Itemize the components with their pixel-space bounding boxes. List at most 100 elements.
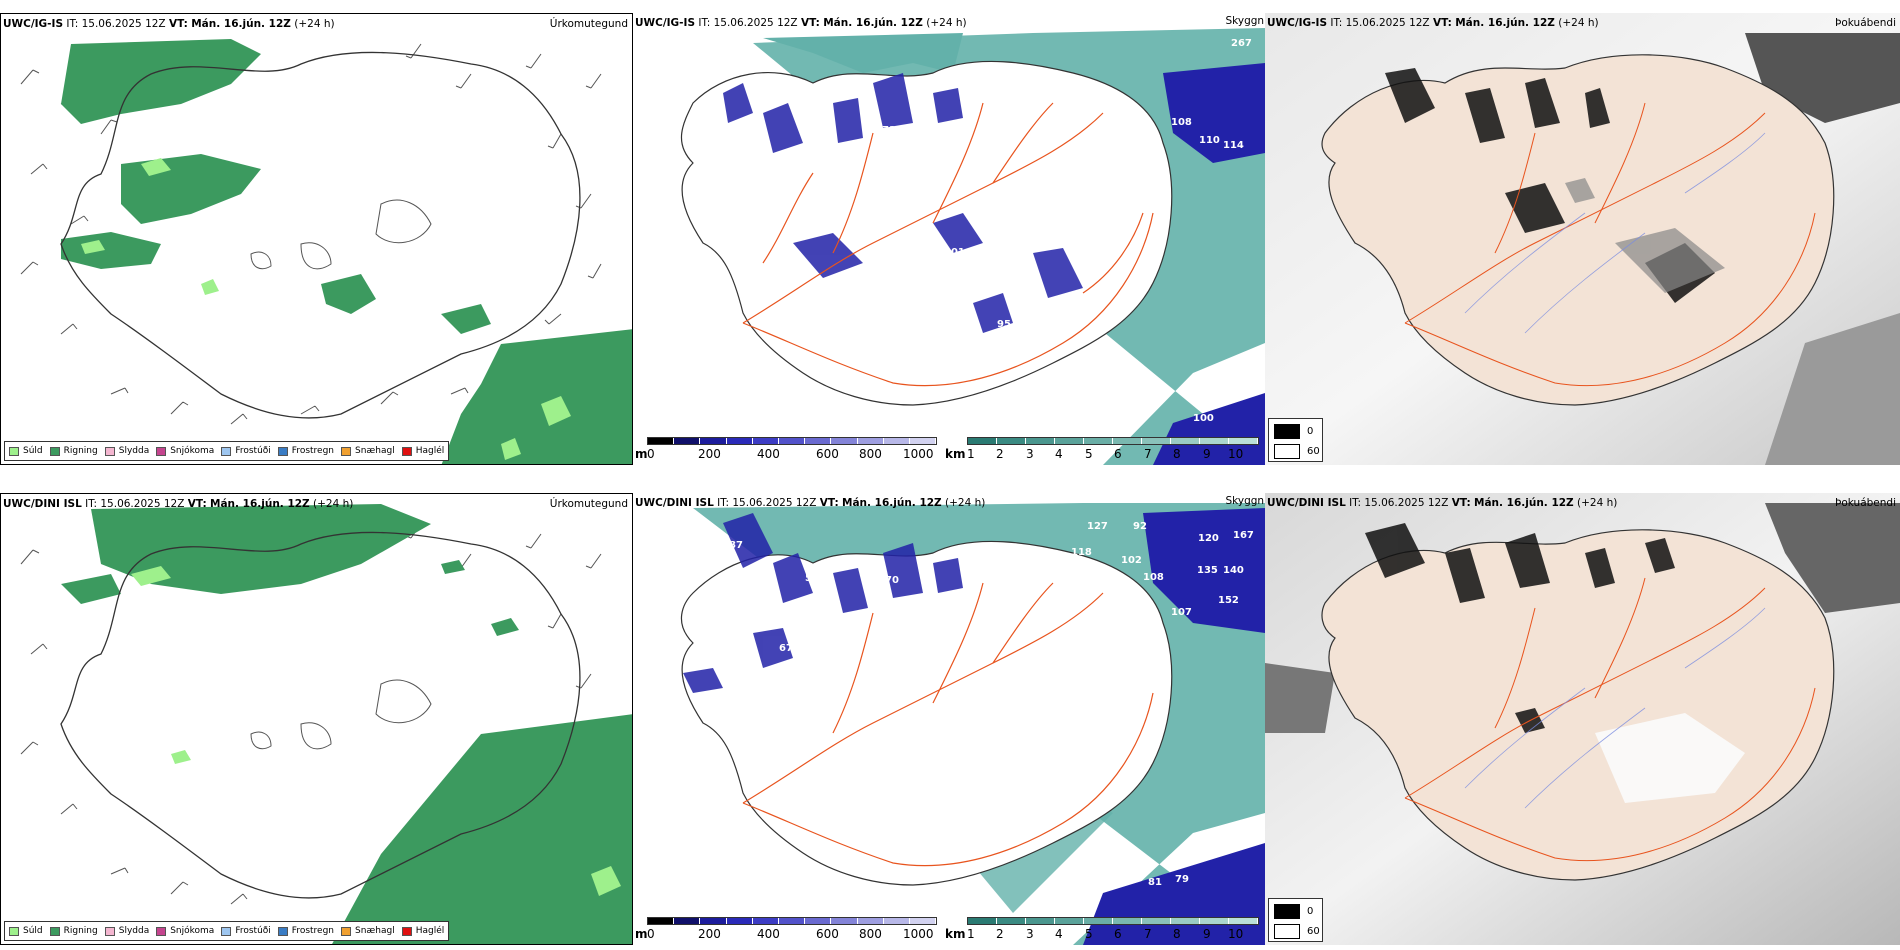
valid-time: Mán. 16.jún. 12Z [823, 17, 923, 29]
header-top-fog: UWC/IG-IS IT: 15.06.2025 12Z VT: Mán. 16… [1267, 17, 1599, 30]
vis-label: 69 [770, 163, 784, 174]
model-name: UWC/IG-IS [3, 18, 64, 30]
colorbar-tick: 5 [1085, 447, 1093, 461]
vis-label: 45 [842, 270, 856, 281]
lead-time: (+24 h) [1558, 17, 1599, 29]
legend-label: Haglél [415, 926, 445, 936]
colorbar-km-unit: km [945, 927, 966, 941]
colorbar-tick: 8 [1173, 927, 1181, 941]
lead-time: (+24 h) [294, 18, 335, 30]
vis-label: 72 [814, 625, 828, 636]
vis-label: 60 [763, 233, 777, 244]
vis-label: 87 [1096, 291, 1110, 302]
low-visibility-area [1163, 63, 1265, 163]
precip-panel-top: UWC/IG-IS IT: 15.06.2025 12Z VT: Mán. 16… [0, 13, 633, 465]
precip-panel-bottom: UWC/DINI ISL IT: 15.06.2025 12Z VT: Mán.… [0, 493, 633, 945]
legend-label: Snæhagl [355, 446, 395, 456]
vis-label: 107 [1171, 607, 1192, 618]
header-top-visibility: UWC/IG-IS IT: 15.06.2025 12Z VT: Mán. 16… [635, 17, 967, 30]
fog-patches [1365, 523, 1675, 733]
vis-label: 95 [997, 319, 1011, 330]
vis-label: 267 [1231, 38, 1252, 49]
vis-label: 79 [1175, 874, 1189, 885]
vis-label: 92 [1133, 521, 1147, 532]
colorbar-tick: 400 [757, 447, 780, 461]
vis-label: 81 [1148, 877, 1162, 888]
valid-time: Mán. 16.jún. 12Z [191, 18, 291, 30]
fog-map [1265, 493, 1900, 945]
low-visibility-patches [723, 73, 1083, 333]
colorbar-tick: 1 [967, 927, 975, 941]
init-time: 15.06.2025 12Z [81, 18, 166, 30]
fog-dark-area [1765, 503, 1900, 613]
colorbar-tick: 200 [698, 447, 721, 461]
valid-label: VT: [800, 17, 820, 29]
header-bottom-precip: UWC/DINI ISL IT: 15.06.2025 12Z VT: Mán.… [3, 498, 353, 511]
panel-title-visibility: Skyggni [1225, 495, 1266, 507]
fog-panel-bottom: UWC/DINI ISL IT: 15.06.2025 12Z VT: Mán.… [1265, 493, 1900, 945]
fog-legend-swatch [1274, 424, 1300, 439]
model-name: UWC/DINI ISL [635, 497, 714, 509]
coastline [60, 51, 581, 419]
vis-label: 70 [885, 575, 899, 586]
header-top-precip: UWC/IG-IS IT: 15.06.2025 12Z VT: Mán. 16… [3, 18, 335, 31]
vis-label: 101 [944, 247, 965, 258]
colorbar-tick: 1 [967, 447, 975, 461]
init-time: 15.06.2025 12Z [732, 497, 817, 509]
legend-item: Snjókoma [156, 926, 214, 936]
panel-title-precip: Úrkomutegund [549, 18, 628, 30]
legend-swatch [49, 926, 60, 936]
lead-time: (+24 h) [926, 17, 967, 29]
header-bottom-visibility: UWC/DINI ISL IT: 15.06.2025 12Z VT: Mán.… [635, 497, 985, 510]
legend-item: Haglél [401, 446, 444, 456]
colorbar-meters-swatches [647, 917, 937, 925]
colorbar-tick: 7 [1144, 447, 1152, 461]
legend-label: Súld [23, 446, 43, 456]
colorbar-tick: 600 [816, 927, 839, 941]
colorbar-tick: 0 [647, 927, 655, 941]
valid-time: Mán. 16.jún. 12Z [1455, 17, 1555, 29]
legend-label: Rigning [63, 926, 98, 936]
header-bottom-fog: UWC/DINI ISL IT: 15.06.2025 12Z VT: Mán.… [1267, 497, 1617, 510]
colorbar-meters: m 0 200 400 600 800 1000 [635, 437, 940, 463]
legend-label: Slydda [118, 446, 150, 456]
legend-item: Súld [9, 446, 43, 456]
init-label: IT: [1330, 17, 1343, 29]
colorbar-tick: 3 [1026, 447, 1034, 461]
rain-areas [61, 39, 632, 464]
colorbar-tick: 400 [757, 927, 780, 941]
precip-legend: Súld Rigning Slydda Snjókoma Frostúði Fr… [4, 921, 450, 941]
land-background [680, 540, 1173, 886]
colorbar-tick: 800 [859, 927, 882, 941]
coastline [60, 531, 581, 899]
legend-swatch [341, 446, 352, 456]
lead-time: (+24 h) [945, 497, 986, 509]
road-network [1404, 577, 1816, 862]
model-name: UWC/DINI ISL [3, 498, 82, 510]
legend-label: Slydda [118, 926, 150, 936]
valid-time: Mán. 16.jún. 12Z [210, 498, 310, 510]
fog-white-patches [1595, 713, 1745, 803]
visibility-map: 267 108 110 114 100 62 73 54 69 58 103 6… [633, 13, 1265, 465]
valid-label: VT: [168, 18, 188, 30]
legend-label: Súld [23, 926, 43, 936]
legend-swatch [9, 926, 19, 936]
vis-label: 120 [1198, 533, 1219, 544]
valid-label: VT: [1432, 17, 1452, 29]
vis-label: 103 [956, 180, 977, 191]
lead-time: (+24 h) [313, 498, 354, 510]
vis-label: 60 [872, 648, 886, 659]
fog-legend-max: 60 [1307, 446, 1320, 457]
panel-title-visibility: Skyggni [1225, 15, 1266, 27]
colorbar-tick: 4 [1055, 447, 1063, 461]
colorbar-tick: 0 [647, 447, 655, 461]
colorbar-tick: 9 [1203, 447, 1211, 461]
vis-label: 56 [876, 277, 890, 288]
legend-swatch [104, 446, 115, 456]
vis-label: 59 [805, 573, 819, 584]
vis-label: 140 [1223, 565, 1244, 576]
road-network [1404, 102, 1816, 387]
fog-legend: 0 60 [1268, 898, 1323, 942]
vis-label: 102 [1121, 555, 1142, 566]
sea-visibility-area [763, 33, 963, 73]
